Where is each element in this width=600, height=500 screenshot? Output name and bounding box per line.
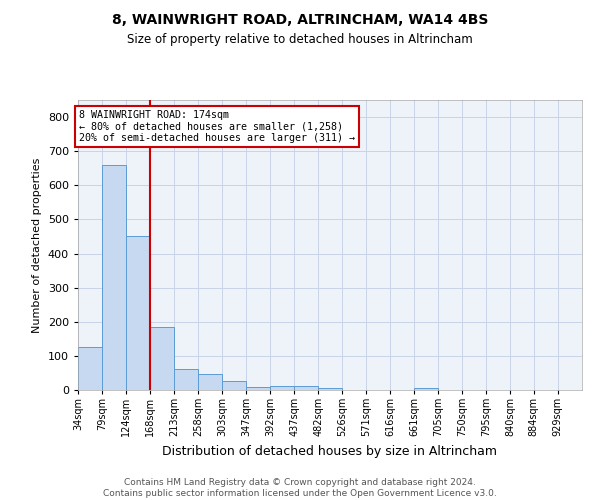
- Bar: [198, 374, 222, 390]
- Bar: [414, 388, 439, 390]
- Bar: [150, 327, 174, 390]
- Text: 8, WAINWRIGHT ROAD, ALTRINCHAM, WA14 4BS: 8, WAINWRIGHT ROAD, ALTRINCHAM, WA14 4BS: [112, 12, 488, 26]
- Text: Size of property relative to detached houses in Altrincham: Size of property relative to detached ho…: [127, 32, 473, 46]
- X-axis label: Distribution of detached houses by size in Altrincham: Distribution of detached houses by size …: [163, 444, 497, 458]
- Bar: [126, 236, 151, 390]
- Bar: [102, 165, 126, 390]
- Text: Contains HM Land Registry data © Crown copyright and database right 2024.
Contai: Contains HM Land Registry data © Crown c…: [103, 478, 497, 498]
- Bar: [246, 386, 270, 390]
- Y-axis label: Number of detached properties: Number of detached properties: [32, 158, 42, 332]
- Bar: [318, 388, 343, 390]
- Bar: [174, 368, 198, 390]
- Bar: [222, 381, 247, 390]
- Bar: [270, 386, 294, 390]
- Text: 8 WAINWRIGHT ROAD: 174sqm
← 80% of detached houses are smaller (1,258)
20% of se: 8 WAINWRIGHT ROAD: 174sqm ← 80% of detac…: [79, 110, 355, 144]
- Bar: [294, 386, 318, 390]
- Bar: [78, 348, 102, 390]
